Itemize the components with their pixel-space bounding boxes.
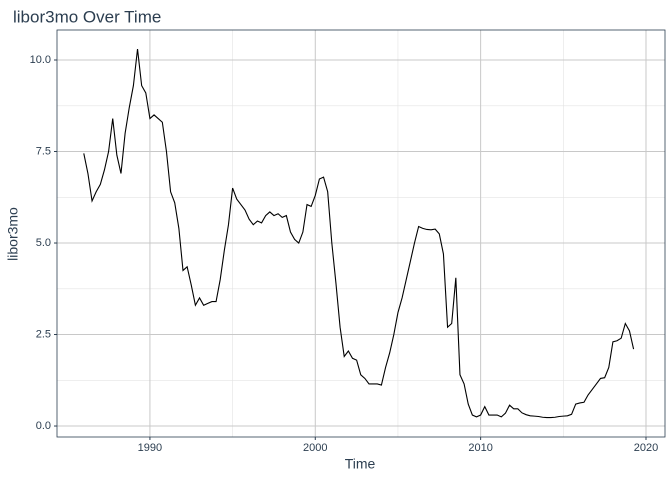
y-tick-label: 2.5 [36,328,51,340]
chart-title: libor3mo Over Time [13,7,161,26]
panel-border [56,29,666,438]
y-tick-label: 10.0 [30,54,51,66]
x-axis-title: Time [345,456,376,472]
x-tick-label: 2020 [634,442,658,454]
x-tick-label: 2000 [303,442,327,454]
x-tick-label: 1990 [138,442,162,454]
x-tick-label: 2010 [468,442,492,454]
line [83,48,635,419]
y-tick-label: 7.5 [36,145,51,157]
y-tick-label: 0.0 [36,420,51,432]
y-axis-title: libor3mo [5,207,21,261]
y-tick-label: 5.0 [36,237,51,249]
